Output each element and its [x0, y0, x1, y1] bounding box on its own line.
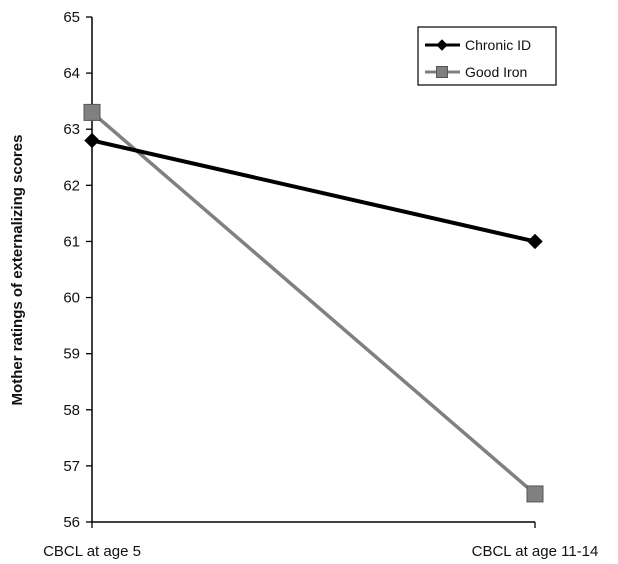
- diamond-marker: [84, 132, 100, 149]
- legend-item: Chronic ID: [425, 37, 531, 53]
- y-tick-label: 62: [63, 177, 80, 194]
- y-axis-title: Mother ratings of externalizing scores: [9, 135, 26, 406]
- square-marker: [83, 103, 101, 121]
- y-tick-label: 58: [63, 402, 80, 419]
- x-ticks: CBCL at age 5 CBCL at age 11-14: [43, 522, 598, 560]
- x-tick-label: CBCL at age 5: [43, 543, 141, 560]
- y-tick-label: 64: [63, 65, 80, 82]
- square-marker: [436, 66, 448, 78]
- y-tick-label: 59: [63, 346, 80, 363]
- y-tick-label: 63: [63, 121, 80, 138]
- legend-label: Chronic ID: [465, 37, 531, 53]
- diamond-marker: [527, 233, 543, 250]
- x-tick-label: CBCL at age 11-14: [472, 543, 599, 560]
- diamond-marker: [436, 39, 448, 51]
- y-tick-label: 65: [63, 9, 80, 26]
- series-line: [90, 111, 537, 496]
- y-tick-label: 61: [63, 233, 80, 250]
- series-line: [91, 138, 536, 244]
- legend-item: Good Iron: [425, 64, 527, 80]
- series-chronic-id: [84, 132, 543, 250]
- series-layer: [83, 103, 544, 503]
- y-tick-label: 56: [63, 514, 80, 531]
- legend-label: Good Iron: [465, 64, 527, 80]
- series-good-iron: [83, 103, 544, 503]
- y-tick-label: 60: [63, 290, 80, 307]
- y-tick-label: 57: [63, 458, 80, 475]
- y-ticks: 56 57 58 59 60 61 62 63 64 65: [63, 9, 92, 531]
- square-marker: [526, 485, 544, 503]
- legend: Chronic ID Good Iron: [417, 26, 557, 86]
